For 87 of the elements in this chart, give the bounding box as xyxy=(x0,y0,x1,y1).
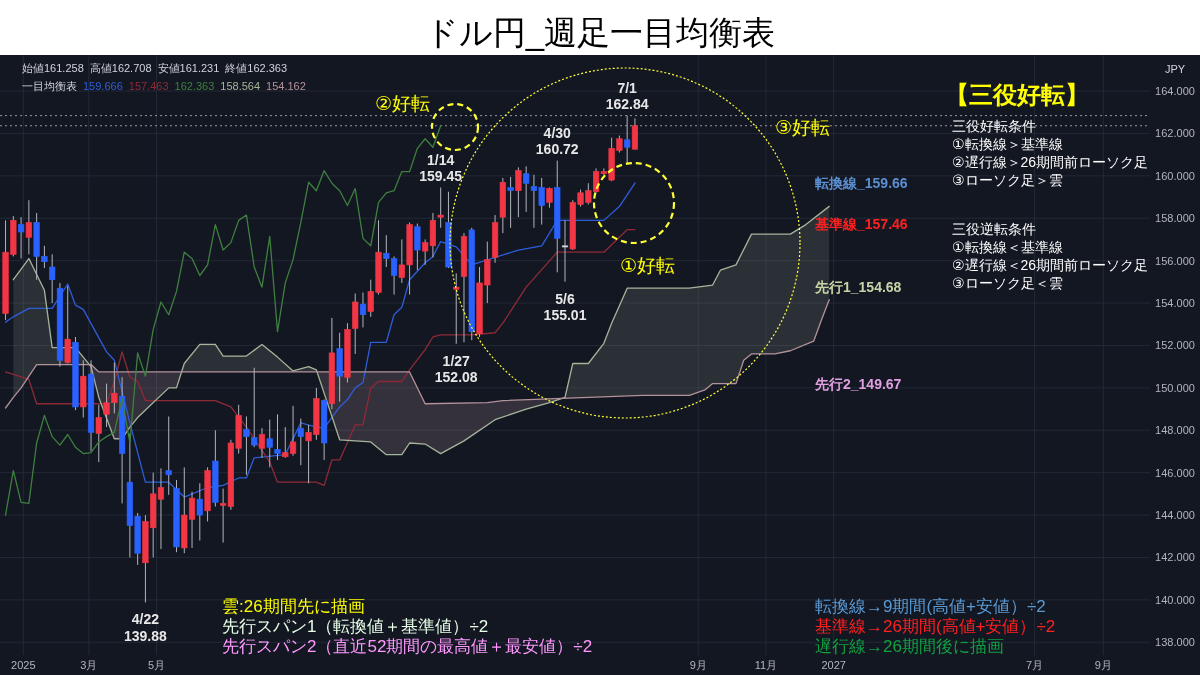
annotation: ③ローソク足＞雲 xyxy=(952,172,1063,188)
annotation: ②好転 xyxy=(375,93,431,114)
candlestick xyxy=(165,415,172,496)
annotation: 159.666 xyxy=(83,80,123,92)
candlestick xyxy=(453,272,460,345)
y-tick-label: 140.000 xyxy=(1155,593,1195,606)
annotation: 1/27 152.08 xyxy=(434,352,478,385)
text: JPY xyxy=(1164,63,1186,75)
annotation: 転換線_159.66 xyxy=(814,175,908,191)
annotation: ③ローソク足＜雲 xyxy=(952,275,1063,291)
y-tick-label: 154.000 xyxy=(1155,297,1195,310)
annotation: 先行スパン2（直近52期間の最高値＋最安値）÷2 xyxy=(222,637,593,656)
y-tick-label: 144.000 xyxy=(1155,509,1195,522)
annotation: 一目均衡表 xyxy=(22,80,77,92)
annotation: 三役逆転条件 xyxy=(952,221,1036,237)
annotation: 安値161.231 xyxy=(157,62,220,74)
candlestick xyxy=(266,419,273,468)
y-tick-label: 146.000 xyxy=(1155,466,1195,479)
y-tick-label: 150.000 xyxy=(1155,381,1195,394)
candlestick xyxy=(359,291,367,328)
y-tick-label: 160.000 xyxy=(1155,169,1195,182)
annotation: 157.463 xyxy=(128,80,169,92)
x-tick-label: 5月 xyxy=(147,659,166,671)
y-tick-label: 156.000 xyxy=(1155,254,1195,267)
y-tick-label: 148.000 xyxy=(1155,424,1195,437)
y-tick-label: 158.000 xyxy=(1155,212,1195,225)
annotation: 先行1_154.68 xyxy=(814,279,902,295)
annotation: 転換線→9期間(高値+安値）÷2 xyxy=(815,597,1046,616)
annotation: 先行2_149.67 xyxy=(814,376,902,392)
annotation: 162.363 xyxy=(174,80,215,92)
x-tick-label: 7月 xyxy=(1025,659,1044,671)
annotation: ①転換線＞基準線 xyxy=(952,136,1063,152)
annotation: 1/14 159.45 xyxy=(419,151,463,184)
annotation: 先行スパン1（転換値＋基準値）÷2 xyxy=(222,617,489,636)
annotation: 雲:26期間先に描画 xyxy=(222,597,365,616)
x-tick-label: 9月 xyxy=(1094,659,1112,671)
annotation: 基準線_157.46 xyxy=(814,216,908,232)
candlestick xyxy=(631,117,639,151)
x-tick-label: 11月 xyxy=(754,659,778,671)
candlestick xyxy=(624,115,631,164)
candlestick xyxy=(95,404,102,463)
annotation: ②遅行線＞26期間前ローソク足 xyxy=(952,154,1149,170)
x-tick-label: 2025 xyxy=(11,659,36,671)
candlestick xyxy=(196,482,203,542)
annotation: 三役好転条件 xyxy=(952,118,1036,134)
candlestick xyxy=(437,187,444,229)
candlestick xyxy=(507,176,514,229)
annotation: 4/22 139.88 xyxy=(124,611,168,644)
candlestick xyxy=(25,199,32,255)
candlestick xyxy=(414,223,421,271)
x-tick-label: 3月 xyxy=(80,659,98,671)
annotation: 高値162.708 xyxy=(89,62,152,74)
annotation: 5/6 155.01 xyxy=(543,290,587,323)
candlestick xyxy=(515,166,522,218)
candlestick xyxy=(274,413,281,461)
annotation: 始値161.258 xyxy=(22,62,84,74)
candlestick xyxy=(17,216,25,260)
y-tick-label: 164.000 xyxy=(1155,85,1195,98)
annotation: 【三役好転】 xyxy=(945,81,1089,108)
candlestick xyxy=(64,285,71,364)
annotation: 終値162.363 xyxy=(224,62,288,74)
candlestick xyxy=(243,415,250,476)
x-tick-label: 9月 xyxy=(689,659,707,671)
x-tick-label: 2027 xyxy=(821,659,846,671)
candlestick xyxy=(251,367,258,448)
annotation: 4/30 160.72 xyxy=(535,124,579,157)
y-tick-label: 142.000 xyxy=(1155,551,1195,564)
candlestick xyxy=(49,253,56,304)
line-series xyxy=(4,229,636,487)
candlestick xyxy=(561,219,569,283)
annotation: 7/1 162.84 xyxy=(605,79,649,112)
chart-title: ドル円_週足一目均衡表 xyxy=(424,14,776,51)
annotation: ②遅行線＜26期間前ローソク足 xyxy=(952,257,1149,273)
annotation: 158.564 xyxy=(220,80,261,92)
annotation: 遅行線→26期間後に描画 xyxy=(815,637,1004,656)
y-tick-label: 138.000 xyxy=(1155,636,1195,649)
annotation: ①転換線＜基準線 xyxy=(952,239,1063,255)
annotation: 基準線→26期間(高値+安値）÷2 xyxy=(815,617,1056,636)
y-tick-label: 152.000 xyxy=(1155,339,1195,352)
annotation: ①好転 xyxy=(620,255,676,276)
y-tick-label: 162.000 xyxy=(1155,127,1195,140)
candlestick xyxy=(523,165,530,213)
annotation: ③好転 xyxy=(775,117,831,138)
line-series xyxy=(4,182,636,498)
annotation: 154.162 xyxy=(266,80,306,92)
candlestick xyxy=(297,418,304,466)
candlestick xyxy=(258,427,266,459)
